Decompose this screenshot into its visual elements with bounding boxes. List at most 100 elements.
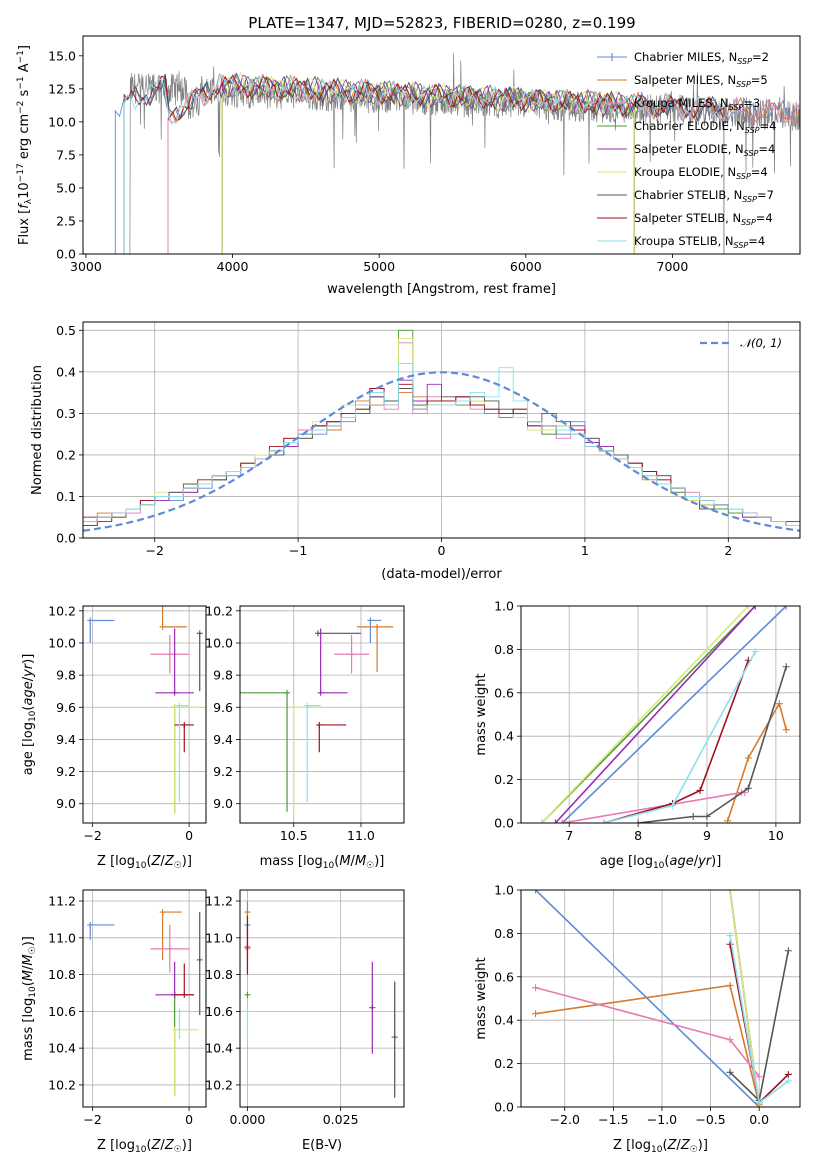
data-point [784, 947, 792, 955]
y-tick-label: 9.6 [56, 700, 76, 715]
x-tick-label: 3000 [70, 259, 102, 274]
mass_vs_EBV-plot-area [244, 901, 398, 1098]
point-salpeter-elodie [317, 628, 348, 696]
point-salpeter-miles [159, 909, 182, 960]
y-tick-label: 10.0 [48, 114, 76, 129]
x-tick-label: 0 [185, 1112, 193, 1127]
data-point [176, 1008, 183, 1015]
x-tick-label: −2.0 [550, 1112, 580, 1127]
spectrum-plot-area [114, 53, 800, 254]
weight-series-salpeter-miles [532, 981, 763, 1107]
weight-line [535, 984, 760, 1105]
y-tick-label: 0.3 [56, 406, 76, 421]
data-point [87, 921, 94, 928]
y-tick-label: 10.0 [205, 635, 233, 650]
data-point [689, 812, 697, 820]
data-point [159, 623, 166, 630]
data-point [316, 721, 323, 728]
model-line-chabrier-stelib [123, 72, 725, 254]
x-tick-label: 2 [724, 543, 732, 558]
point-chabrier-miles [87, 617, 115, 643]
x-tick-label: −1.0 [647, 1112, 677, 1127]
y-tick-label: 10.2 [205, 603, 233, 618]
data-point [244, 944, 251, 951]
data-point [391, 1034, 398, 1041]
point-salpeter-stelib [316, 721, 347, 753]
y-axis-label: Normed distribution [30, 365, 45, 495]
data-point [176, 702, 183, 709]
y-tick-label: 0.5 [56, 323, 76, 338]
data-point [532, 890, 540, 894]
age_vs_Z-plot-area [87, 606, 203, 814]
age_vs_mass-panel: 10.5 11.0 9.0 9.2 9.4 9.6 9.8 10.0 10.2 mass [log… [205, 603, 405, 871]
y-tick-label: 10.8 [48, 967, 76, 982]
weight-series-chabrier-stelib [634, 663, 790, 823]
data-point [87, 617, 94, 624]
point-kroupa-stelib [176, 702, 190, 803]
weight_vs_Z-frame [520, 889, 801, 1108]
y-tick-label: 0.8 [494, 926, 514, 941]
point-kroupa-elodie [171, 704, 199, 814]
data-point [696, 786, 704, 794]
data-point [726, 890, 734, 894]
data-point [532, 1010, 540, 1018]
x-axis-label: Z [log10(Z/Z☉)] [97, 854, 192, 871]
y-tick-label: 11.2 [205, 894, 233, 909]
y-tick-label: 0.2 [494, 1056, 514, 1071]
x-tick-label: −2 [83, 828, 101, 843]
y-tick-label: 10.2 [205, 1077, 233, 1092]
weight-series-kroupa-miles [532, 984, 763, 1081]
y-tick-label: 10.4 [205, 1041, 233, 1056]
y-tick-label: 10.8 [205, 967, 233, 982]
weight-series-chabrier-miles [532, 890, 763, 1107]
data-point [558, 819, 566, 823]
data-point [166, 945, 173, 952]
data-point [181, 721, 188, 728]
data-point [600, 819, 608, 823]
data-point [290, 704, 297, 711]
point-salpeter-stelib [174, 721, 194, 753]
point-kroupa-miles [150, 924, 190, 973]
x-tick-label: −1.5 [598, 1112, 628, 1127]
y-tick-label: 9.4 [213, 732, 233, 747]
data-point [744, 606, 752, 610]
legend-label-kroupa-elodie: Kroupa ELODIE, NSSP=4 [634, 165, 768, 181]
data-point [159, 909, 166, 916]
y-tick-label: 9.8 [56, 668, 76, 683]
x-tick-label: 11.0 [347, 828, 375, 843]
data-point [171, 1026, 178, 1033]
weight_vs_age-grid [521, 605, 800, 824]
data-point [784, 1070, 792, 1078]
mass_vs_Z-frame [82, 889, 207, 1108]
age_vs_mass-grid [240, 606, 404, 823]
y-tick-label: 11.2 [48, 894, 76, 909]
x-tick-label: 4000 [217, 259, 249, 274]
point-salpeter-stelib [174, 963, 194, 998]
x-tick-label: −2 [83, 1112, 101, 1127]
y-tick-label: 0.6 [494, 969, 514, 984]
mass_vs_EBV-grid [240, 890, 404, 1107]
point-chabrier-miles [367, 617, 382, 643]
x-tick-label: 0.000 [230, 1112, 266, 1127]
data-point [726, 1068, 734, 1076]
y-tick-label: 0.0 [56, 247, 76, 262]
x-tick-label: −1 [289, 543, 307, 558]
y-tick-label: 10.2 [48, 603, 76, 618]
legend-label-chabrier-miles: Chabrier MILES, NSSP=2 [634, 50, 769, 66]
weight-series-salpeter-miles [724, 700, 790, 823]
mass_vs_EBV-panel: 0.000 0.025 10.2 10.4 10.6 10.8 11.0 11.2 E(B-V) [205, 889, 405, 1153]
y-tick-label: 15.0 [48, 48, 76, 63]
y-tick-label: 0.0 [56, 531, 76, 546]
data-point [744, 754, 752, 762]
y-tick-label: 2.5 [56, 213, 76, 228]
data-point [171, 689, 178, 696]
data-point [244, 991, 251, 998]
y-axis-label: mass weight [474, 957, 489, 1039]
model-line-kroupa-stelib [123, 72, 725, 254]
y-tick-label: 9.2 [56, 764, 76, 779]
x-tick-label: 6000 [510, 259, 542, 274]
y-tick-label: 0.4 [56, 364, 76, 379]
y-tick-label: 0.0 [494, 1100, 514, 1115]
data-point [317, 689, 324, 696]
